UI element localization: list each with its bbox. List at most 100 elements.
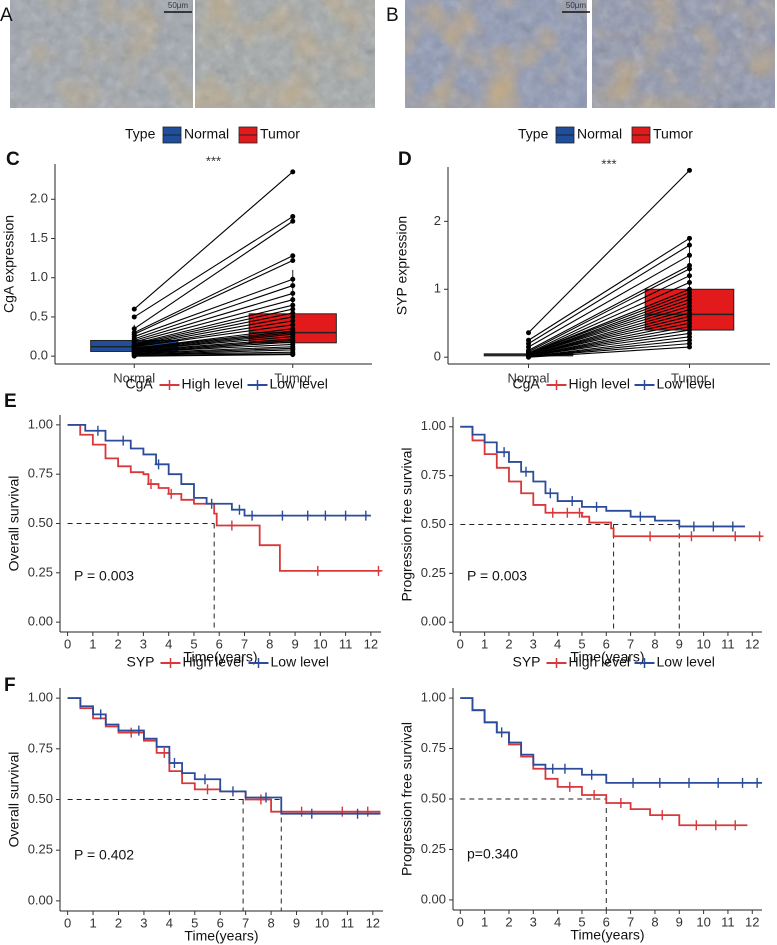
- legend-censor: [551, 658, 562, 668]
- y-tick-label: 0.25: [28, 564, 53, 579]
- pair-line: [528, 332, 690, 357]
- pair-line: [134, 332, 293, 350]
- pair-line: [134, 343, 293, 353]
- y-tick-label: 0.25: [421, 841, 446, 856]
- x-tick-label: 8: [267, 915, 274, 930]
- pair-line: [133, 216, 294, 318]
- pair-line: [134, 339, 293, 352]
- censor-mark: [313, 565, 322, 576]
- censor-mark: [127, 727, 136, 738]
- censor-mark: [248, 510, 257, 521]
- y-tick-label: 0.50: [421, 790, 446, 805]
- point: [290, 283, 296, 289]
- y-tick-label: 0.0: [30, 348, 48, 363]
- legend-title: CgA: [126, 376, 154, 392]
- censor-mark: [200, 774, 209, 785]
- x-tick-label: 11: [339, 636, 353, 651]
- x-tick-label: 7: [242, 915, 249, 930]
- x-tick-label: 7: [627, 914, 634, 929]
- x-tick-label: 11: [721, 914, 735, 929]
- x-tick-label: 4: [166, 915, 173, 930]
- panel-label: E: [4, 391, 17, 412]
- point: [131, 314, 137, 320]
- legend-label: Tumor: [653, 126, 693, 142]
- point: [131, 353, 137, 359]
- point: [687, 344, 692, 350]
- point: [687, 242, 692, 248]
- x-tick-label: 1: [89, 915, 96, 930]
- pair-line: [528, 292, 690, 355]
- censor-mark: [278, 510, 287, 521]
- x-tick-label: Normal: [113, 370, 155, 385]
- y-axis-title: Progression free survival: [399, 722, 415, 876]
- x-tick-label: 12: [745, 636, 759, 651]
- point: [290, 257, 296, 263]
- panel-label: B: [386, 5, 399, 26]
- x-axis-title: Time(years): [184, 928, 258, 944]
- censor-mark: [655, 777, 664, 788]
- censor-mark: [563, 507, 572, 518]
- censor-mark: [738, 777, 747, 788]
- point: [687, 167, 692, 173]
- x-tick-label: 9: [291, 636, 298, 651]
- point: [687, 273, 692, 279]
- y-tick-label: 1.00: [421, 690, 446, 705]
- pair-line: [134, 324, 293, 348]
- x-tick-label: 3: [140, 915, 147, 930]
- pair-line: [134, 259, 293, 335]
- pair-line: [134, 304, 293, 345]
- pair-line: [528, 322, 690, 357]
- x-tick-label: 10: [313, 636, 327, 651]
- pair-line: [528, 305, 690, 356]
- censor-mark: [160, 747, 169, 758]
- pair-line: [528, 170, 690, 334]
- y-tick-label: 0: [434, 349, 441, 364]
- x-axis-title: Time(years): [570, 649, 644, 665]
- legend-title: SYP: [513, 654, 541, 670]
- legend-title: Type: [125, 126, 156, 142]
- x-tick-label: Normal: [508, 370, 550, 385]
- x-tick-label: 12: [364, 636, 378, 651]
- legend-label: Low level: [657, 654, 715, 670]
- censor-mark: [687, 531, 696, 542]
- censor-mark: [497, 727, 506, 738]
- x-tick-label: 8: [651, 636, 658, 651]
- y-tick-label: 0.75: [421, 467, 446, 482]
- x-tick-label: 12: [366, 915, 380, 930]
- censor-mark: [207, 498, 216, 509]
- y-tick-label: 0.75: [28, 740, 53, 755]
- p-value: P = 0.003: [74, 568, 134, 584]
- pair-line: [528, 346, 690, 358]
- x-tick-label: 8: [266, 636, 273, 651]
- point: [290, 352, 296, 358]
- x-tick-label: 9: [293, 915, 300, 930]
- survival-curve: [67, 423, 381, 572]
- point: [290, 214, 296, 220]
- legend-label: High level: [569, 376, 630, 392]
- censor-mark: [755, 531, 764, 542]
- legend-label: Normal: [184, 126, 229, 142]
- x-tick-label: 6: [217, 915, 224, 930]
- censor-mark: [154, 459, 163, 470]
- p-value: p=0.340: [467, 846, 518, 862]
- y-tick-label: 0.00: [28, 614, 53, 629]
- x-tick-label: 5: [578, 914, 585, 929]
- legend-label: High level: [569, 654, 630, 670]
- x-tick-label: 0: [457, 914, 464, 929]
- p-value: P = 0.003: [467, 568, 527, 584]
- censor-mark: [560, 763, 569, 774]
- censor-mark: [709, 521, 718, 532]
- y-tick-label: 1.5: [30, 230, 48, 245]
- censor-mark: [731, 820, 740, 831]
- pair-line: [134, 316, 293, 347]
- censor-mark: [587, 769, 596, 780]
- y-tick-label: 1.00: [421, 418, 446, 433]
- censor-mark: [592, 501, 601, 512]
- survival-curve: [460, 425, 762, 538]
- x-tick-label: 7: [241, 636, 248, 651]
- censor-mark: [548, 763, 557, 774]
- censor-mark: [565, 781, 574, 792]
- y-tick-label: 0.50: [28, 515, 53, 530]
- x-tick-label: 3: [530, 636, 537, 651]
